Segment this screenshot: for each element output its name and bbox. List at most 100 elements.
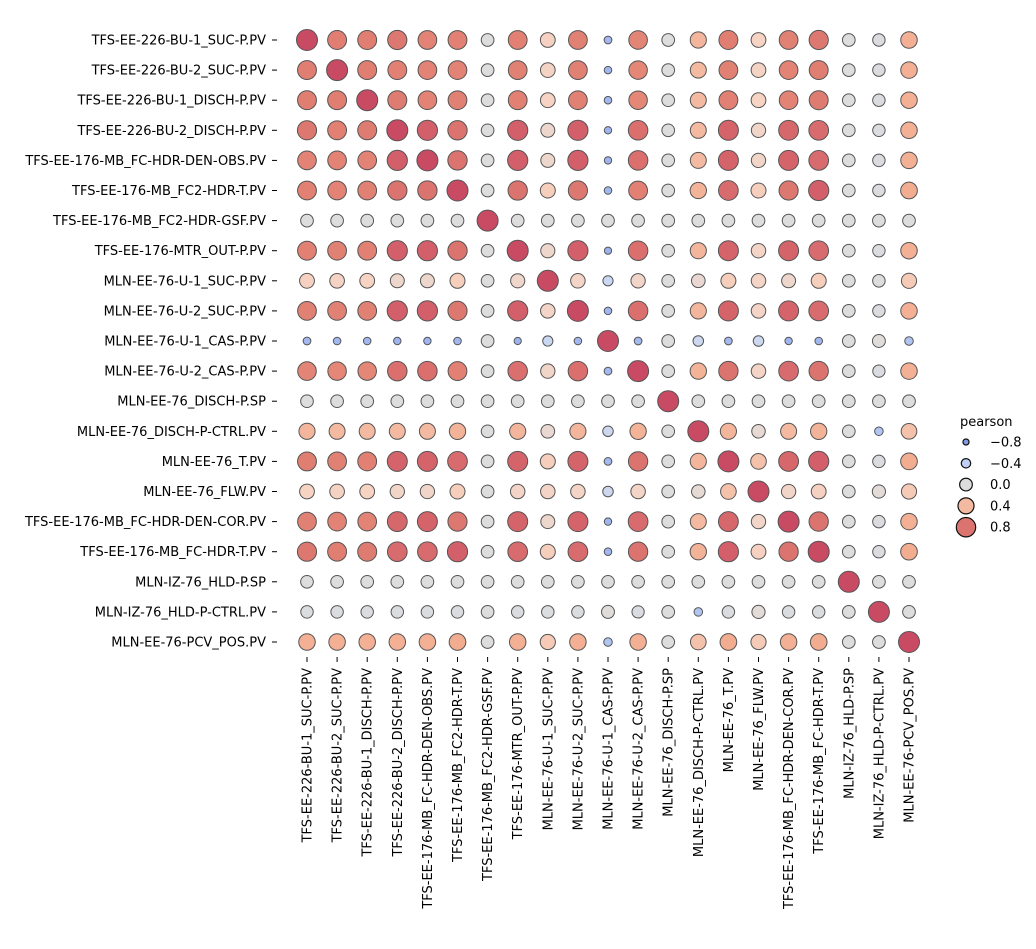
correlation-bubble xyxy=(811,605,826,619)
column-label: MLN-EE-76_DISCH-P.SP xyxy=(662,668,677,817)
correlation-bubble xyxy=(872,544,886,559)
correlation-bubble xyxy=(510,574,525,589)
correlation-bubble xyxy=(417,30,438,50)
correlation-bubble xyxy=(689,242,707,260)
correlation-bubble xyxy=(603,547,613,556)
correlation-bubble xyxy=(779,633,798,651)
correlation-bubble xyxy=(601,394,615,409)
correlation-bubble xyxy=(327,451,347,472)
correlation-bubble xyxy=(808,300,830,322)
correlation-bubble xyxy=(567,180,588,201)
correlation-bubble xyxy=(569,422,587,440)
correlation-bubble xyxy=(450,213,465,228)
column-label: TFS-EE-226-BU-2_DISCH-P.PV xyxy=(391,668,406,858)
correlation-bubble xyxy=(388,422,406,440)
correlation-bubble xyxy=(507,30,528,50)
correlation-bubble xyxy=(297,150,317,171)
correlation-bubble xyxy=(629,633,647,651)
correlation-bubble xyxy=(602,485,614,498)
correlation-bubble xyxy=(781,273,797,289)
correlation-bubble xyxy=(540,122,556,138)
correlation-bubble xyxy=(808,90,829,111)
legend-marker xyxy=(955,516,977,538)
row-label: MLN-EE-76-U-2_SUC-P.PV xyxy=(104,304,267,319)
correlation-bubble xyxy=(539,453,556,470)
correlation-bubble xyxy=(872,123,886,138)
correlation-bubble xyxy=(567,149,589,171)
correlation-bubble xyxy=(297,90,317,111)
correlation-bubble xyxy=(778,180,799,201)
correlation-bubble xyxy=(480,334,495,348)
correlation-bubble xyxy=(447,300,468,321)
correlation-bubble xyxy=(872,274,886,288)
correlation-bubble xyxy=(689,302,707,320)
correlation-bubble xyxy=(867,600,890,623)
correlation-bubble xyxy=(900,512,918,531)
correlation-bubble xyxy=(810,483,827,500)
correlation-bubble xyxy=(689,31,707,49)
correlation-bubble xyxy=(297,301,317,321)
correlation-bubble xyxy=(387,60,408,81)
correlation-bubble xyxy=(540,394,555,409)
correlation-bubble xyxy=(629,422,647,440)
correlation-bubble xyxy=(689,61,707,79)
correlation-bubble xyxy=(357,541,378,562)
correlation-bubble xyxy=(326,59,349,82)
correlation-bubble xyxy=(570,483,586,500)
correlation-bubble xyxy=(360,605,374,619)
correlation-bubble xyxy=(447,240,468,261)
correlation-bubble xyxy=(628,60,648,80)
column-label: MLN-EE-76-U-2_SUC-P.PV xyxy=(571,668,586,831)
correlation-bubble xyxy=(781,213,796,228)
column-label: MLN-EE-76-U-2_CAS-P.PV xyxy=(632,668,647,830)
row-label: TFS-EE-176-MB_FC-HDR-DEN-COR.PV xyxy=(24,515,266,530)
correlation-bubble xyxy=(480,93,495,108)
correlation-bubble xyxy=(778,30,799,50)
correlation-bubble xyxy=(603,35,613,45)
correlation-bubble xyxy=(567,240,589,262)
correlation-bubble xyxy=(841,63,856,77)
column-label: MLN-EE-76-U-1_SUC-P.PV xyxy=(541,668,556,831)
correlation-bubble xyxy=(661,243,676,258)
correlation-bubble xyxy=(689,452,707,470)
correlation-bubble xyxy=(691,484,706,499)
correlation-bubble xyxy=(447,150,468,171)
correlation-bubble xyxy=(507,180,528,201)
correlation-bubble xyxy=(808,450,830,472)
correlation-bubble xyxy=(781,574,796,589)
correlation-bubble xyxy=(631,574,645,589)
correlation-bubble xyxy=(539,182,556,199)
correlation-bubble xyxy=(661,93,676,108)
correlation-bubble xyxy=(357,361,377,381)
correlation-bubble xyxy=(420,394,435,409)
correlation-bubble xyxy=(627,511,649,532)
correlation-bubble xyxy=(450,605,465,619)
correlation-bubble xyxy=(332,336,342,346)
correlation-bubble xyxy=(386,240,408,262)
correlation-bubble xyxy=(357,511,378,532)
correlation-bubble xyxy=(808,179,830,202)
correlation-bubble xyxy=(811,574,826,589)
correlation-bubble xyxy=(447,120,468,141)
correlation-bubble xyxy=(601,213,615,228)
correlation-bubble xyxy=(841,213,856,228)
correlation-bubble xyxy=(568,60,588,80)
correlation-bubble xyxy=(566,299,589,322)
correlation-bubble xyxy=(300,574,314,589)
correlation-bubble xyxy=(721,394,736,409)
correlation-bubble xyxy=(778,541,799,562)
correlation-bubble xyxy=(841,605,856,619)
correlation-bubble xyxy=(721,213,736,228)
correlation-bubble xyxy=(900,91,918,109)
correlation-bubble xyxy=(357,60,378,81)
correlation-bubble xyxy=(571,394,585,409)
correlation-bubble xyxy=(480,243,495,258)
correlation-bubble xyxy=(386,300,408,322)
column-label: MLN-IZ-76_HLD-P-CTRL.PV xyxy=(872,668,887,839)
correlation-bubble xyxy=(540,574,555,589)
correlation-bubble xyxy=(721,574,736,589)
correlation-bubble xyxy=(416,149,439,172)
correlation-bubble xyxy=(872,183,886,198)
correlation-bubble xyxy=(540,243,556,259)
correlation-bubble xyxy=(807,540,830,563)
